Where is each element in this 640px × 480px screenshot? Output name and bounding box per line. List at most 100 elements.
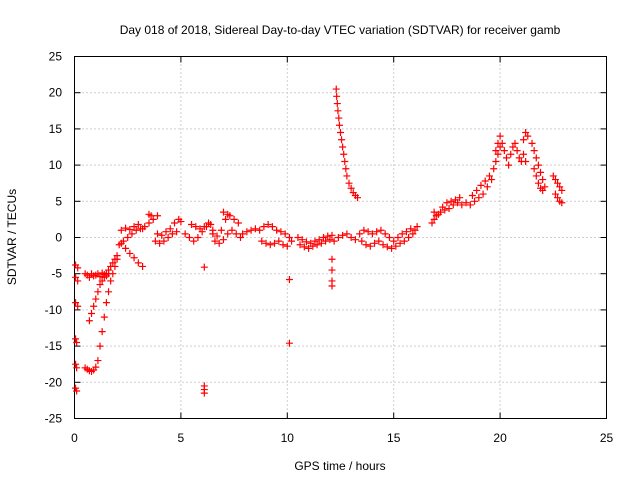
data-point [209, 230, 217, 238]
data-point [96, 342, 104, 350]
data-point [334, 234, 342, 241]
data-point [260, 223, 268, 231]
data-point [509, 143, 517, 151]
y-tick-label: -25 [45, 412, 63, 426]
data-point [364, 228, 372, 236]
data-point [200, 223, 208, 231]
data-point [532, 154, 540, 162]
y-tick-label: 15 [49, 122, 63, 136]
data-point [339, 143, 347, 151]
data-point [132, 226, 140, 234]
data-point [390, 237, 398, 245]
data-point [200, 263, 208, 271]
data-point [334, 107, 342, 115]
data-point [264, 220, 272, 228]
data-point [166, 225, 174, 233]
data-point [200, 389, 208, 397]
data-point [347, 234, 355, 241]
chart-title: Day 018 of 2018, Sidereal Day-to-day VTE… [120, 23, 561, 37]
data-point [168, 230, 176, 238]
data-point [105, 288, 113, 296]
data-point [247, 226, 255, 234]
data-point [379, 241, 387, 249]
data-point [392, 242, 400, 250]
data-point [447, 197, 455, 205]
data-point [100, 273, 108, 281]
data-point [234, 219, 242, 227]
data-point [126, 226, 134, 234]
data-point [90, 302, 98, 310]
data-point [98, 328, 106, 336]
data-point [449, 201, 457, 209]
data-point [394, 234, 402, 241]
data-point [445, 205, 453, 213]
data-point [300, 243, 308, 251]
data-point [124, 234, 132, 241]
data-point [458, 201, 466, 209]
data-point [275, 237, 283, 245]
data-point [72, 360, 80, 368]
data-point [319, 234, 327, 241]
data-point [511, 139, 519, 147]
data-point [539, 176, 547, 184]
data-point [73, 387, 81, 395]
data-point [298, 236, 306, 244]
data-point [139, 225, 147, 233]
data-point [256, 226, 264, 234]
data-point [117, 239, 125, 247]
x-tick-label: 15 [387, 431, 401, 445]
data-point [530, 147, 538, 155]
data-point [483, 183, 491, 191]
data-point [311, 237, 319, 245]
data-point [96, 273, 104, 281]
data-point [496, 132, 504, 140]
x-tick-label: 25 [600, 431, 614, 445]
data-point [534, 179, 542, 187]
data-point [251, 225, 259, 233]
data-point [217, 226, 225, 234]
data-point [239, 230, 247, 238]
data-point [375, 237, 383, 245]
data-point [343, 230, 351, 238]
data-point [153, 230, 161, 238]
data-point [266, 241, 274, 249]
data-point [502, 154, 510, 162]
data-point [151, 237, 159, 245]
data-point [356, 230, 364, 238]
data-point [537, 168, 545, 176]
data-point [228, 226, 236, 234]
data-point [479, 190, 487, 198]
data-point [520, 150, 528, 158]
data-point [481, 177, 489, 185]
data-point [373, 228, 381, 236]
data-point [285, 234, 293, 241]
data-point [102, 270, 110, 278]
data-point [315, 236, 323, 244]
data-point [94, 288, 102, 296]
data-point [230, 215, 238, 223]
data-point [556, 183, 564, 191]
data-point [551, 176, 559, 184]
data-point [215, 239, 223, 247]
data-point [273, 226, 281, 234]
data-point [160, 237, 168, 245]
data-point [366, 242, 374, 250]
data-point [443, 199, 451, 207]
data-point [368, 230, 376, 238]
data-point [515, 154, 523, 162]
data-point [354, 194, 362, 202]
data-point [528, 139, 536, 147]
data-point [381, 230, 389, 238]
data-point [73, 338, 81, 346]
data-point [558, 186, 566, 194]
data-point [126, 249, 134, 257]
data-point [109, 259, 117, 267]
data-point [164, 234, 172, 241]
x-tick-label: 10 [281, 431, 295, 445]
data-point [332, 85, 340, 93]
data-point [371, 239, 379, 247]
data-point [224, 210, 232, 218]
data-point [400, 237, 408, 245]
data-point [551, 190, 559, 198]
data-point [130, 254, 138, 262]
